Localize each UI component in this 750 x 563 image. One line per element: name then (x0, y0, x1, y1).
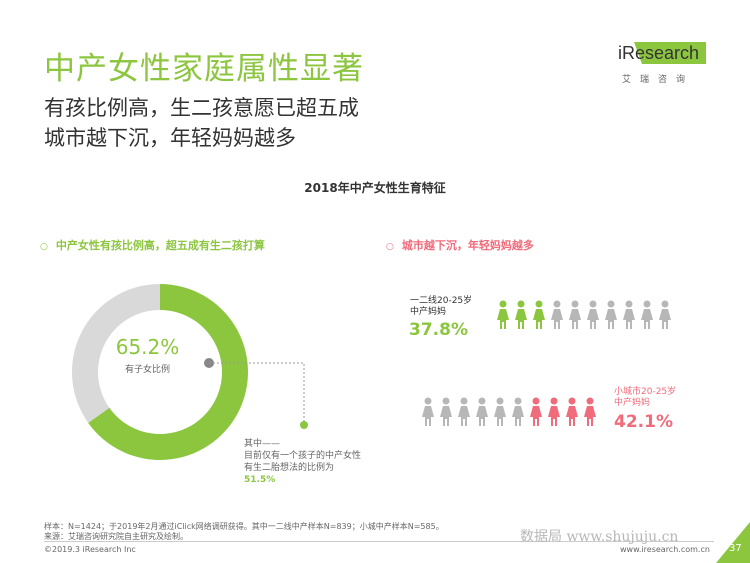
chart-title: 2018年中产女性生育特征 (304, 181, 446, 195)
group2-label-line2: 中产妈妈 (614, 398, 651, 408)
footer-copyright: ©2019.3 iResearch Inc (44, 545, 136, 554)
woman-icon-highlighted (582, 397, 598, 431)
page-corner-triangle (716, 522, 750, 563)
donut-annotation: 其中—— 目前仅有一个孩子的中产女性 有生二胎想法的比例为 51.5% (244, 438, 361, 486)
woman-icon (438, 397, 454, 431)
footer-divider (44, 541, 714, 542)
group1-pictogram (495, 300, 673, 334)
left-section-heading: ○ 中产女性有孩比例高，超五成有生二孩打算 (40, 237, 265, 253)
logo-badge-shape (634, 42, 706, 64)
woman-icon (549, 300, 565, 334)
woman-icon (639, 300, 655, 334)
annotation-line-2: 目前仅有一个孩子的中产女性 (244, 451, 362, 461)
iresearch-logo: iResearch (612, 40, 708, 68)
woman-icon-highlighted (495, 300, 511, 334)
woman-icon-highlighted (564, 397, 580, 431)
group1-label-line1: 一二线20-25岁 (410, 296, 473, 306)
footer-site: www.iresearch.com.cn (620, 545, 710, 554)
woman-icon (510, 397, 526, 431)
woman-icon (567, 300, 583, 334)
right-section-heading: ○ 城市越下沉，年轻妈妈越多 (386, 237, 534, 253)
logo-brand-text: iResearch (618, 43, 700, 63)
woman-icon-highlighted (546, 397, 562, 431)
group2-pictogram (420, 397, 598, 431)
page-subtitle-line1: 有孩比例高，生二孩意愿已超五成 (44, 96, 359, 120)
ring-bullet-icon: ○ (40, 242, 48, 252)
woman-icon-highlighted (531, 300, 547, 334)
group2-label: 小城市20-25岁 中产妈妈 (614, 387, 676, 409)
annotation-line-1: 其中—— (244, 439, 281, 449)
right-section-label: 城市越下沉，年轻妈妈越多 (401, 239, 534, 252)
annotation-value: 51.5% (244, 475, 276, 485)
group1-label-line2: 中产妈妈 (410, 307, 447, 317)
group2-label-line1: 小城市20-25岁 (614, 387, 677, 397)
woman-icon (456, 397, 472, 431)
watermark: 数据局 www.shujuju.cn (520, 529, 679, 545)
woman-icon (621, 300, 637, 334)
donut-value-label: 65.2% (115, 335, 180, 359)
woman-icon (492, 397, 508, 431)
ring-bullet-icon: ○ (386, 242, 394, 252)
woman-icon (474, 397, 490, 431)
group1-label: 一二线20-25岁 中产妈妈 (410, 296, 472, 318)
group2-value: 42.1% (614, 412, 673, 432)
woman-icon (420, 397, 436, 431)
donut-center-caption: 有子女比例 (124, 365, 170, 375)
donut-chart (71, 284, 249, 460)
logo-brand-cn: 艾瑞咨询 (622, 75, 695, 85)
footer-sample-note: 样本：N=1424；于2019年2月通过iClick网络调研获得。其中一二线中产… (44, 522, 444, 531)
donut-slice-with-children (88, 284, 249, 460)
left-section-label: 中产女性有孩比例高，超五成有生二孩打算 (55, 239, 265, 252)
page-title: 中产女性家庭属性显著 (44, 51, 364, 87)
annotation-line-3: 有生二胎想法的比例为 (244, 463, 335, 473)
page-number: 37 (729, 543, 742, 554)
woman-icon-highlighted (528, 397, 544, 431)
woman-icon (585, 300, 601, 334)
donut-slice-remainder (71, 284, 160, 423)
group1-value: 37.8% (409, 320, 468, 340)
woman-icon (603, 300, 619, 334)
woman-icon-highlighted (513, 300, 529, 334)
footer-source-note: 来源：艾瑞咨询研究院自主研究及绘制。 (44, 532, 188, 541)
annotation-leader (204, 358, 308, 429)
woman-icon (657, 300, 673, 334)
page-subtitle-line2: 城市越下沉，年轻妈妈越多 (44, 126, 296, 150)
